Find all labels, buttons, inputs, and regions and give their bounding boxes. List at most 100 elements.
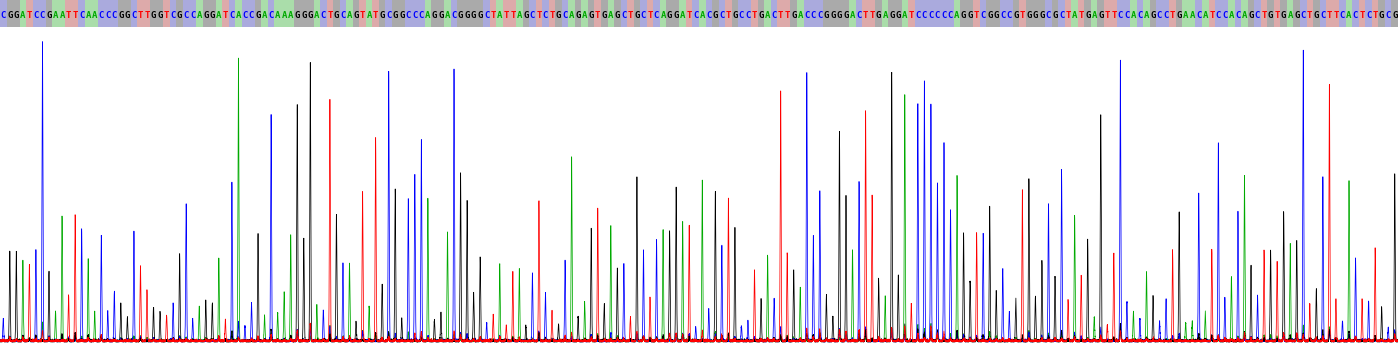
Bar — [1144, 0, 1149, 27]
Text: G: G — [589, 11, 594, 20]
Text: G: G — [889, 11, 895, 20]
Text: G: G — [877, 11, 881, 20]
Text: G: G — [203, 11, 208, 20]
Text: A: A — [275, 11, 281, 20]
Bar — [359, 0, 366, 27]
Bar — [1012, 0, 1019, 27]
Text: G: G — [994, 11, 1000, 20]
Bar — [1391, 0, 1398, 27]
Text: A: A — [955, 11, 960, 20]
Bar — [229, 0, 235, 27]
Bar — [770, 0, 777, 27]
Text: A: A — [425, 11, 431, 20]
Text: C: C — [131, 11, 137, 20]
Text: C: C — [654, 11, 660, 20]
Text: T: T — [784, 11, 790, 20]
Bar — [222, 0, 229, 27]
Text: T: T — [777, 11, 783, 20]
Bar — [352, 0, 359, 27]
Bar — [555, 0, 562, 27]
Bar — [686, 0, 692, 27]
Text: C: C — [1007, 11, 1012, 20]
Text: G: G — [713, 11, 719, 20]
Bar — [431, 0, 438, 27]
Bar — [176, 0, 183, 27]
Bar — [105, 0, 110, 27]
Bar — [1332, 0, 1339, 27]
Bar — [809, 0, 816, 27]
Bar — [909, 0, 914, 27]
Bar — [1222, 0, 1229, 27]
Text: A: A — [582, 11, 587, 20]
Text: C: C — [249, 11, 254, 20]
Text: C: C — [0, 11, 6, 20]
Bar — [738, 0, 745, 27]
Bar — [562, 0, 569, 27]
Text: G: G — [14, 11, 20, 20]
Bar — [790, 0, 797, 27]
Bar — [1039, 0, 1046, 27]
Bar — [797, 0, 804, 27]
Text: C: C — [921, 11, 927, 20]
Bar — [66, 0, 71, 27]
Text: A: A — [1229, 11, 1234, 20]
Text: G: G — [791, 11, 797, 20]
Bar — [1019, 0, 1026, 27]
Bar — [863, 0, 868, 27]
Text: G: G — [1177, 11, 1181, 20]
Text: T: T — [628, 11, 633, 20]
Text: C: C — [412, 11, 418, 20]
Text: T: T — [863, 11, 868, 20]
Text: A: A — [1092, 11, 1097, 20]
Text: T: T — [1078, 11, 1083, 20]
Text: A: A — [1131, 11, 1137, 20]
Text: T: T — [726, 11, 731, 20]
Bar — [1085, 0, 1090, 27]
Bar — [398, 0, 405, 27]
Text: G: G — [843, 11, 849, 20]
Text: C: C — [1339, 11, 1345, 20]
Text: C: C — [386, 11, 391, 20]
Text: T: T — [537, 11, 541, 20]
Text: G: G — [124, 11, 130, 20]
Bar — [1195, 0, 1202, 27]
Bar — [320, 0, 327, 27]
Text: G: G — [830, 11, 836, 20]
Text: C: C — [621, 11, 626, 20]
Bar — [868, 0, 875, 27]
Text: T: T — [222, 11, 228, 20]
Bar — [1137, 0, 1144, 27]
Text: G: G — [393, 11, 398, 20]
Bar — [953, 0, 960, 27]
Text: C: C — [706, 11, 712, 20]
Bar — [660, 0, 667, 27]
Bar — [347, 0, 352, 27]
Text: G: G — [987, 11, 993, 20]
Bar — [980, 0, 987, 27]
Text: G: G — [1314, 11, 1320, 20]
Bar — [503, 0, 509, 27]
Text: G: G — [733, 11, 738, 20]
Bar — [601, 0, 608, 27]
Bar — [614, 0, 621, 27]
Bar — [301, 0, 308, 27]
Bar — [1229, 0, 1234, 27]
Text: T: T — [373, 11, 379, 20]
Bar — [333, 0, 340, 27]
Bar — [242, 0, 249, 27]
Bar — [484, 0, 489, 27]
Text: G: G — [1039, 11, 1044, 20]
Text: G: G — [576, 11, 580, 20]
Bar — [1007, 0, 1012, 27]
Text: A: A — [1346, 11, 1352, 20]
Bar — [621, 0, 628, 27]
Text: G: G — [210, 11, 215, 20]
Text: C: C — [562, 11, 568, 20]
Bar — [7, 0, 13, 27]
Text: C: C — [320, 11, 326, 20]
Bar — [52, 0, 59, 27]
Bar — [1378, 0, 1385, 27]
Text: G: G — [295, 11, 301, 20]
Bar — [379, 0, 386, 27]
Text: A: A — [20, 11, 25, 20]
